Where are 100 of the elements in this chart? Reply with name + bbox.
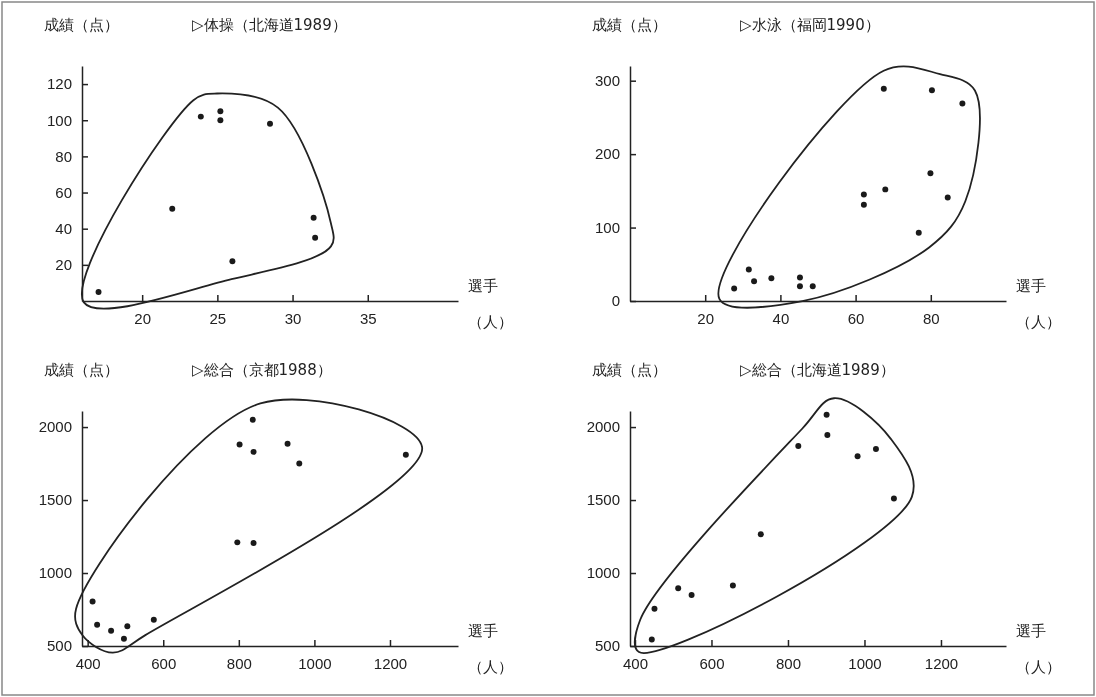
point bbox=[745, 266, 752, 273]
chart-title: ▷総合（京都1988） bbox=[192, 361, 332, 379]
x-tick-label: 20 bbox=[134, 309, 151, 327]
point bbox=[854, 453, 861, 460]
point bbox=[796, 274, 803, 281]
point bbox=[959, 100, 966, 107]
y-tick-label: 0 bbox=[611, 292, 620, 310]
point bbox=[757, 531, 764, 538]
x-axis-title: 選手 bbox=[1016, 277, 1046, 295]
y-axis-title: 成績（点） bbox=[44, 16, 119, 34]
y-axis-title: 成績（点） bbox=[44, 361, 119, 379]
x-tick-label: 400 bbox=[75, 654, 101, 672]
chart-title: ▷総合（北海道1989） bbox=[740, 361, 895, 379]
point bbox=[648, 636, 655, 643]
text: （人） bbox=[1016, 313, 1061, 331]
chart-title: ▷体操（北海道1989） bbox=[192, 16, 347, 34]
point bbox=[296, 460, 303, 467]
y-tick-label: 40 bbox=[55, 219, 72, 237]
point bbox=[234, 539, 241, 546]
x-axis-title: 選手 bbox=[1016, 622, 1046, 640]
point bbox=[823, 411, 830, 418]
point bbox=[872, 445, 879, 452]
point bbox=[197, 113, 204, 120]
y-tick-label: 500 bbox=[46, 637, 72, 655]
point bbox=[94, 621, 101, 628]
y-tick-label: 60 bbox=[55, 183, 72, 201]
point bbox=[860, 201, 867, 208]
y-tick-label: 1500 bbox=[38, 491, 72, 509]
y-tick-label: 2000 bbox=[586, 418, 620, 436]
y-tick-label: 100 bbox=[46, 111, 72, 129]
point bbox=[108, 627, 115, 634]
x-axis-title: 選手 bbox=[468, 622, 498, 640]
text: （人） bbox=[468, 313, 513, 331]
x-tick-label: 1200 bbox=[373, 654, 408, 672]
point bbox=[860, 191, 867, 198]
point bbox=[651, 605, 658, 612]
y-tick-label: 2000 bbox=[38, 418, 72, 436]
x-tick-label: 35 bbox=[359, 309, 377, 327]
point bbox=[402, 451, 409, 458]
point bbox=[768, 275, 775, 282]
point bbox=[312, 234, 319, 241]
text: （人） bbox=[468, 658, 513, 676]
x-tick-label: 30 bbox=[284, 309, 302, 327]
point bbox=[267, 120, 273, 127]
x-tick-label: 400 bbox=[622, 654, 648, 672]
point bbox=[751, 278, 758, 285]
point bbox=[236, 441, 243, 448]
x-tick-label: 20 bbox=[697, 309, 715, 327]
point bbox=[284, 440, 291, 447]
point bbox=[809, 283, 816, 290]
y-tick-label: 1000 bbox=[586, 564, 620, 582]
point bbox=[927, 170, 934, 177]
y-tick-label: 300 bbox=[594, 71, 620, 89]
chart-title: ▷水泳（福岡1990） bbox=[740, 16, 880, 34]
point bbox=[217, 108, 224, 115]
x-tick-label: 800 bbox=[226, 654, 252, 672]
point bbox=[150, 616, 157, 623]
point bbox=[796, 283, 803, 290]
x-axis-title: 選手 bbox=[468, 277, 498, 295]
y-tick-label: 1500 bbox=[586, 491, 620, 509]
point bbox=[731, 285, 738, 292]
y-tick-label: 120 bbox=[46, 75, 72, 93]
x-tick-label: 25 bbox=[209, 309, 227, 327]
point bbox=[890, 495, 897, 502]
x-tick-label: 800 bbox=[775, 654, 801, 672]
y-tick-label: 500 bbox=[594, 637, 620, 655]
y-tick-label: 1000 bbox=[38, 564, 72, 582]
point bbox=[120, 635, 127, 642]
point bbox=[795, 443, 802, 450]
point bbox=[729, 582, 736, 589]
point bbox=[915, 229, 922, 236]
point bbox=[880, 85, 887, 92]
point bbox=[89, 598, 96, 605]
point bbox=[688, 591, 695, 598]
point bbox=[675, 585, 682, 592]
point bbox=[310, 214, 317, 221]
point bbox=[882, 186, 889, 193]
x-tick-label: 1000 bbox=[298, 654, 332, 672]
x-tick-label: 40 bbox=[772, 309, 790, 327]
point bbox=[928, 87, 935, 94]
point bbox=[944, 194, 951, 201]
y-tick-label: 100 bbox=[594, 218, 620, 236]
point bbox=[250, 540, 257, 547]
point bbox=[229, 258, 236, 265]
point bbox=[124, 623, 131, 630]
y-tick-label: 20 bbox=[55, 256, 72, 274]
x-tick-label: 80 bbox=[922, 309, 940, 327]
point bbox=[824, 432, 831, 439]
y-tick-label: 80 bbox=[55, 147, 72, 165]
point bbox=[217, 117, 224, 124]
point bbox=[250, 448, 257, 455]
x-tick-label: 1200 bbox=[924, 654, 959, 672]
point bbox=[95, 288, 102, 295]
x-tick-label: 600 bbox=[151, 654, 177, 672]
y-axis-title: 成績（点） bbox=[592, 361, 667, 379]
x-tick-label: 1000 bbox=[848, 654, 882, 672]
x-tick-label: 600 bbox=[699, 654, 725, 672]
y-axis-title: 成績（点） bbox=[592, 16, 667, 34]
point bbox=[169, 205, 176, 212]
x-tick-label: 60 bbox=[847, 309, 865, 327]
